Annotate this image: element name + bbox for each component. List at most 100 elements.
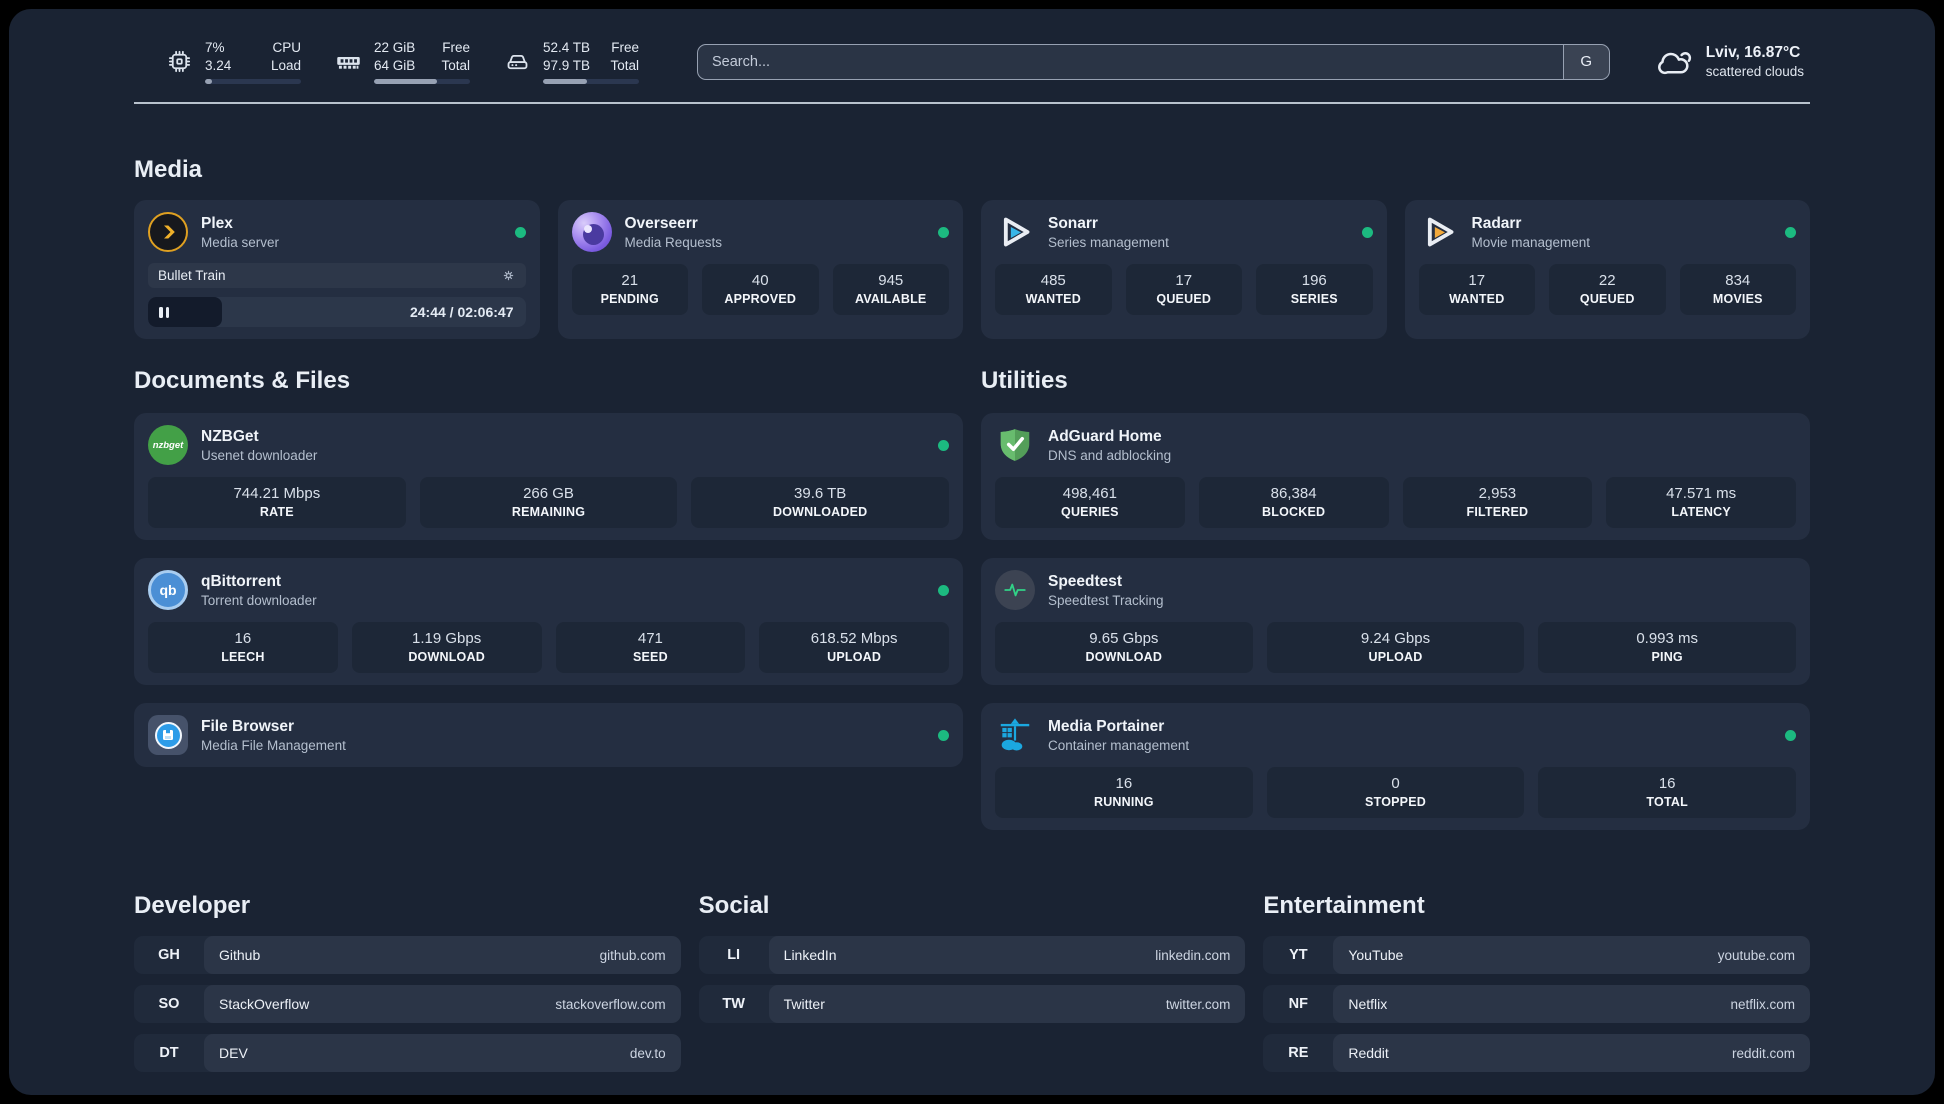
bookmark-reddit[interactable]: RE Reddit reddit.com <box>1263 1034 1810 1073</box>
app-name: qBittorrent <box>201 572 282 590</box>
qbittorrent-stats: 16 LEECH 1.19 Gbps DOWNLOAD 471 SEED 6 <box>148 622 949 674</box>
app-card-plex[interactable]: Plex Media server Bullet Train <box>134 200 540 340</box>
app-name: Sonarr <box>1048 214 1098 232</box>
bookmark-netflix[interactable]: NF Netflix netflix.com <box>1263 985 1810 1024</box>
weather-location-temp: Lviv, 16.87°C <box>1705 44 1801 62</box>
search-engine-button[interactable]: G <box>1562 44 1609 79</box>
disk-labels: Free Total <box>610 40 639 73</box>
status-dot-online <box>938 729 949 741</box>
bookmark-linkedin[interactable]: LI LinkedIn linkedin.com <box>698 936 1246 975</box>
documents-column: Documents & Files nzbget NZBGet Usenet d… <box>134 367 963 830</box>
app-subtitle: Torrent downloader <box>201 592 317 608</box>
stat-latency: 47.571 ms LATENCY <box>1606 477 1796 529</box>
stat-upload: 9.24 Gbps UPLOAD <box>1266 622 1525 674</box>
speedtest-stats: 9.65 Gbps DOWNLOAD 9.24 Gbps UPLOAD 0.99… <box>995 622 1797 674</box>
disk-widget-body: 52.4 TB 97.9 TB Free Total <box>543 39 639 85</box>
sonarr-stats: 485 WANTED 17 QUEUED 196 SERIES <box>995 264 1373 316</box>
cpu-widget: 7% 3.24 CPU Load <box>166 39 301 85</box>
filebrowser-logo-icon <box>148 715 188 756</box>
bookmarks-section: Developer GH Github github.com SO StackO… <box>134 892 1810 1083</box>
app-card-radarr[interactable]: Radarr Movie management 17 WANTED 22 QUE… <box>1404 200 1810 340</box>
weather-condition: scattered clouds <box>1705 64 1804 80</box>
memory-widget: 22 GiB 64 GiB Free Total <box>335 39 470 85</box>
section-title-documents: Documents & Files <box>134 367 351 395</box>
plex-header: Plex Media server <box>148 212 526 253</box>
disk-widget: 52.4 TB 97.9 TB Free Total <box>504 39 639 85</box>
stat-queued: 22 QUEUED <box>1549 264 1666 316</box>
sonarr-logo-icon <box>995 212 1035 252</box>
app-name: Radarr <box>1471 214 1522 232</box>
bookmark-column-entertainment: Entertainment YT YouTube youtube.com NF … <box>1263 892 1810 1083</box>
stat-remaining: 266 GB REMAINING <box>419 477 678 529</box>
portainer-text: Media Portainer Container management <box>1048 718 1189 753</box>
nzbget-logo-icon: nzbget <box>148 425 188 466</box>
stat-running: 16 RUNNING <box>995 767 1253 819</box>
stat-seed: 471 SEED <box>555 622 746 674</box>
speedtest-text: Speedtest Speedtest Tracking <box>1048 573 1164 608</box>
app-card-filebrowser[interactable]: File Browser Media File Management <box>134 703 963 768</box>
app-card-portainer[interactable]: Media Portainer Container management 16 … <box>981 703 1810 831</box>
cpu-widget-body: 7% 3.24 CPU Load <box>205 39 301 85</box>
app-subtitle: Usenet downloader <box>201 447 318 463</box>
filebrowser-text: File Browser Media File Management <box>201 718 346 753</box>
adguard-shield-icon <box>995 425 1035 465</box>
section-title-developer: Developer <box>134 892 251 920</box>
nzbget-text: NZBGet Usenet downloader <box>201 428 317 463</box>
stat-stopped: 0 STOPPED <box>1266 767 1525 819</box>
dashboard-panel: 7% 3.24 CPU Load <box>9 9 1935 1095</box>
memory-icon <box>335 48 362 75</box>
now-playing-row: Bullet Train <box>148 263 526 289</box>
memory-progress-fill <box>374 79 438 85</box>
app-name: Overseerr <box>624 214 698 232</box>
speedtest-header: Speedtest Speedtest Tracking <box>995 570 1796 611</box>
qbittorrent-text: qBittorrent Torrent downloader <box>201 573 317 608</box>
cpu-labels: CPU Load <box>270 40 301 73</box>
qbittorrent-header: qb qBittorrent Torrent downloader <box>148 570 949 611</box>
bookmark-youtube[interactable]: YT YouTube youtube.com <box>1263 936 1810 975</box>
app-name: File Browser <box>201 717 295 735</box>
portainer-header: Media Portainer Container management <box>995 715 1796 755</box>
overseerr-glint <box>583 225 592 234</box>
stat-ping: 0.993 ms PING <box>1538 622 1797 674</box>
memory-values: 22 GiB 64 GiB <box>374 40 416 73</box>
app-card-overseerr[interactable]: Overseerr Media Requests 21 PENDING 40 A… <box>557 200 963 340</box>
search-bar: G <box>697 43 1610 80</box>
bookmark-twitter[interactable]: TW Twitter twitter.com <box>698 985 1246 1024</box>
stat-wanted: 17 WANTED <box>1418 264 1535 316</box>
stat-blocked: 86,384 BLOCKED <box>1198 477 1389 529</box>
bookmark-stackoverflow[interactable]: SO StackOverflow stackoverflow.com <box>134 985 681 1024</box>
app-card-sonarr[interactable]: Sonarr Series management 485 WANTED 17 Q… <box>981 200 1387 340</box>
app-name: Speedtest <box>1048 572 1123 590</box>
app-name: AdGuard Home <box>1048 427 1162 445</box>
pause-icon[interactable] <box>159 306 169 318</box>
app-name: Media Portainer <box>1048 717 1165 735</box>
gear-icon[interactable] <box>501 268 516 283</box>
bookmark-dev[interactable]: DT DEV dev.to <box>134 1034 681 1073</box>
stat-movies: 834 MOVIES <box>1679 264 1796 316</box>
stat-download: 1.19 Gbps DOWNLOAD <box>351 622 542 674</box>
app-card-adguard[interactable]: AdGuard Home DNS and adblocking 498,461 … <box>981 413 1810 541</box>
stat-leech: 16 LEECH <box>148 622 338 674</box>
speedtest-pulse-icon <box>995 570 1035 611</box>
memory-labels: Free Total <box>441 40 470 73</box>
memory-progress-track <box>374 79 470 85</box>
bookmark-github[interactable]: GH Github github.com <box>134 936 681 975</box>
status-dot-online <box>938 584 949 596</box>
adguard-stats: 498,461 QUERIES 86,384 BLOCKED 2,953 FIL… <box>995 477 1796 529</box>
search-input[interactable] <box>698 44 1563 79</box>
filebrowser-header: File Browser Media File Management <box>148 715 949 756</box>
radarr-text: Radarr Movie management <box>1472 215 1591 250</box>
nzbget-stats: 744.21 Mbps RATE 266 GB REMAINING 39.6 T… <box>148 477 950 529</box>
app-card-nzbget[interactable]: nzbget NZBGet Usenet downloader 744.21 M… <box>134 413 963 541</box>
app-card-qbittorrent[interactable]: qb qBittorrent Torrent downloader 16 LEE… <box>134 558 963 686</box>
disk-progress-track <box>543 79 639 85</box>
disk-progress-fill <box>543 79 588 85</box>
adguard-text: AdGuard Home DNS and adblocking <box>1048 428 1171 463</box>
app-card-speedtest[interactable]: Speedtest Speedtest Tracking 9.65 Gbps D… <box>981 558 1810 686</box>
cloud-icon <box>1656 43 1694 81</box>
memory-widget-text: 22 GiB 64 GiB Free Total <box>374 39 470 74</box>
bookmark-column-social: Social LI LinkedIn linkedin.com TW Twitt… <box>698 892 1246 1083</box>
memory-widget-body: 22 GiB 64 GiB Free Total <box>374 39 470 85</box>
overseerr-header: Overseerr Media Requests <box>571 212 949 253</box>
status-dot-online <box>514 226 526 238</box>
